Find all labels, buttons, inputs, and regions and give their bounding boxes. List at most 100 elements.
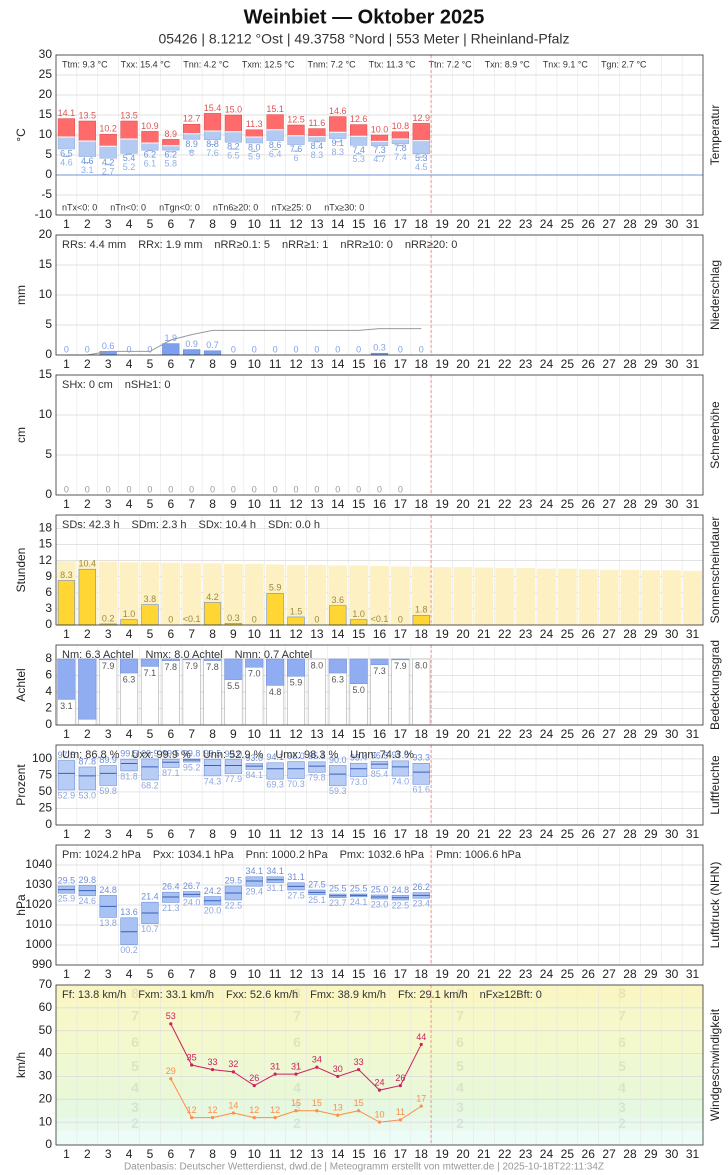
x-tick-label: 4 <box>126 967 133 981</box>
possible-bar <box>516 568 535 625</box>
ground-label: 5.3 <box>352 154 365 164</box>
min-label: 25.9 <box>58 894 76 904</box>
ground-label: 5.2 <box>123 162 136 172</box>
min-label: 8.2 <box>227 142 240 152</box>
x-tick-label: 17 <box>394 497 408 511</box>
y-axis-label: Stunden <box>14 548 28 593</box>
x-tick-label: 16 <box>373 217 387 231</box>
stat: nTx≥25: 0 <box>271 202 311 212</box>
x-tick-label: 8 <box>209 627 216 641</box>
y-tick-label: 50 <box>39 784 53 798</box>
value-label: 10.4 <box>79 559 97 569</box>
value-label: 26 <box>395 1073 405 1083</box>
stat: nSH≥1: 0 <box>125 379 171 391</box>
x-tick-label: 5 <box>147 497 154 511</box>
x-tick-label: 24 <box>540 627 554 641</box>
x-tick-label: 24 <box>540 217 554 231</box>
x-tick-label: 7 <box>188 967 195 981</box>
min-bar <box>412 140 430 155</box>
series-point <box>377 1120 382 1124</box>
range-box <box>308 761 326 773</box>
y-axis-label: °C <box>14 128 28 142</box>
x-tick-label: 4 <box>126 217 133 231</box>
ground-label: 6 <box>189 148 194 158</box>
x-tick-label: 23 <box>519 217 533 231</box>
max-label: 14.6 <box>329 106 347 116</box>
ground-label: 6.4 <box>269 149 282 159</box>
stat: nTx≥30: 0 <box>324 202 364 212</box>
x-tick-label: 23 <box>519 357 533 371</box>
stat: SDm: 2.3 h <box>131 519 186 531</box>
x-tick-label: 12 <box>289 357 303 371</box>
stat: Nmn: 0.7 Achtel <box>235 649 313 661</box>
max-label: 13.6 <box>120 907 138 917</box>
x-tick-label: 27 <box>602 627 616 641</box>
value-label: 5.0 <box>352 685 365 695</box>
beaufort-label: 2 <box>131 1115 139 1131</box>
range-box <box>141 758 159 781</box>
max-label: 99.5 <box>120 749 138 759</box>
y-tick-label: 5 <box>45 147 52 161</box>
x-tick-label: 30 <box>665 727 679 741</box>
y-tick-label: 30 <box>39 1069 53 1083</box>
bar <box>141 604 159 626</box>
x-tick-label: 20 <box>456 627 470 641</box>
y-tick-label: 1040 <box>25 857 52 871</box>
max-bar <box>308 128 326 137</box>
beaufort-label: 2 <box>293 1115 301 1131</box>
x-tick-label: 30 <box>665 497 679 511</box>
min-label: 6.5 <box>60 148 73 158</box>
x-tick-label: 24 <box>540 727 554 741</box>
stat: Tnx: 9.1 °C <box>543 59 589 69</box>
x-tick-label: 17 <box>394 727 408 741</box>
plot-frame <box>55 744 704 826</box>
max-label: 99.9 <box>141 748 159 758</box>
min-label: 61.6 <box>412 785 430 795</box>
series-point <box>357 1067 361 1072</box>
y-tick-label: 5 <box>45 317 52 331</box>
y-tick-label: 15 <box>39 107 53 121</box>
y-tick-label: 100 <box>32 751 52 765</box>
stat: Ttn: 7.2 °C <box>429 59 473 69</box>
max-bar <box>203 113 222 132</box>
stat: Umn: 74.3 % <box>350 749 414 761</box>
min-bar <box>57 136 76 150</box>
value-label: 12 <box>187 1105 197 1115</box>
x-tick-label: 19 <box>435 1147 449 1161</box>
min-label: 53.0 <box>79 790 97 800</box>
range-box <box>120 758 138 772</box>
x-tick-label: 4 <box>126 627 133 641</box>
stat: RRx: 1.9 mm <box>138 239 202 251</box>
x-tick-label: 24 <box>540 357 554 371</box>
beaufort-label: 7 <box>456 1008 464 1024</box>
plot-frame <box>55 54 704 216</box>
max-label: 12.5 <box>287 114 305 124</box>
min-label: 9.1 <box>332 138 345 148</box>
max-label: 13.5 <box>120 110 138 120</box>
x-tick-label: 3 <box>105 827 112 841</box>
max-label: 25.5 <box>350 883 368 893</box>
value-label: 0 <box>85 484 90 494</box>
value-label: 7.8 <box>206 662 219 672</box>
ground-label: 6.5 <box>227 151 240 161</box>
x-tick-label: 18 <box>415 727 429 741</box>
max-bar <box>120 120 138 140</box>
value-label: 0 <box>231 484 236 494</box>
x-tick-label: 2 <box>84 217 91 231</box>
x-tick-label: 26 <box>582 217 596 231</box>
value-label: 0 <box>335 484 340 494</box>
panel-title: Bedeckungsgrad <box>708 640 722 730</box>
max-label: 13.5 <box>79 110 97 120</box>
ground-label: 4.7 <box>373 154 386 164</box>
x-tick-label: 11 <box>269 497 282 511</box>
max-bar <box>57 118 76 138</box>
bar <box>78 568 96 626</box>
x-tick-label: 18 <box>415 967 429 981</box>
max-label: 12.6 <box>350 114 368 124</box>
max-bar <box>162 139 180 147</box>
beaufort-label: 6 <box>618 1034 626 1050</box>
value-label: 5.9 <box>290 678 303 688</box>
x-tick-label: 14 <box>331 967 345 981</box>
x-tick-label: 22 <box>498 727 512 741</box>
min-bar <box>99 145 117 159</box>
